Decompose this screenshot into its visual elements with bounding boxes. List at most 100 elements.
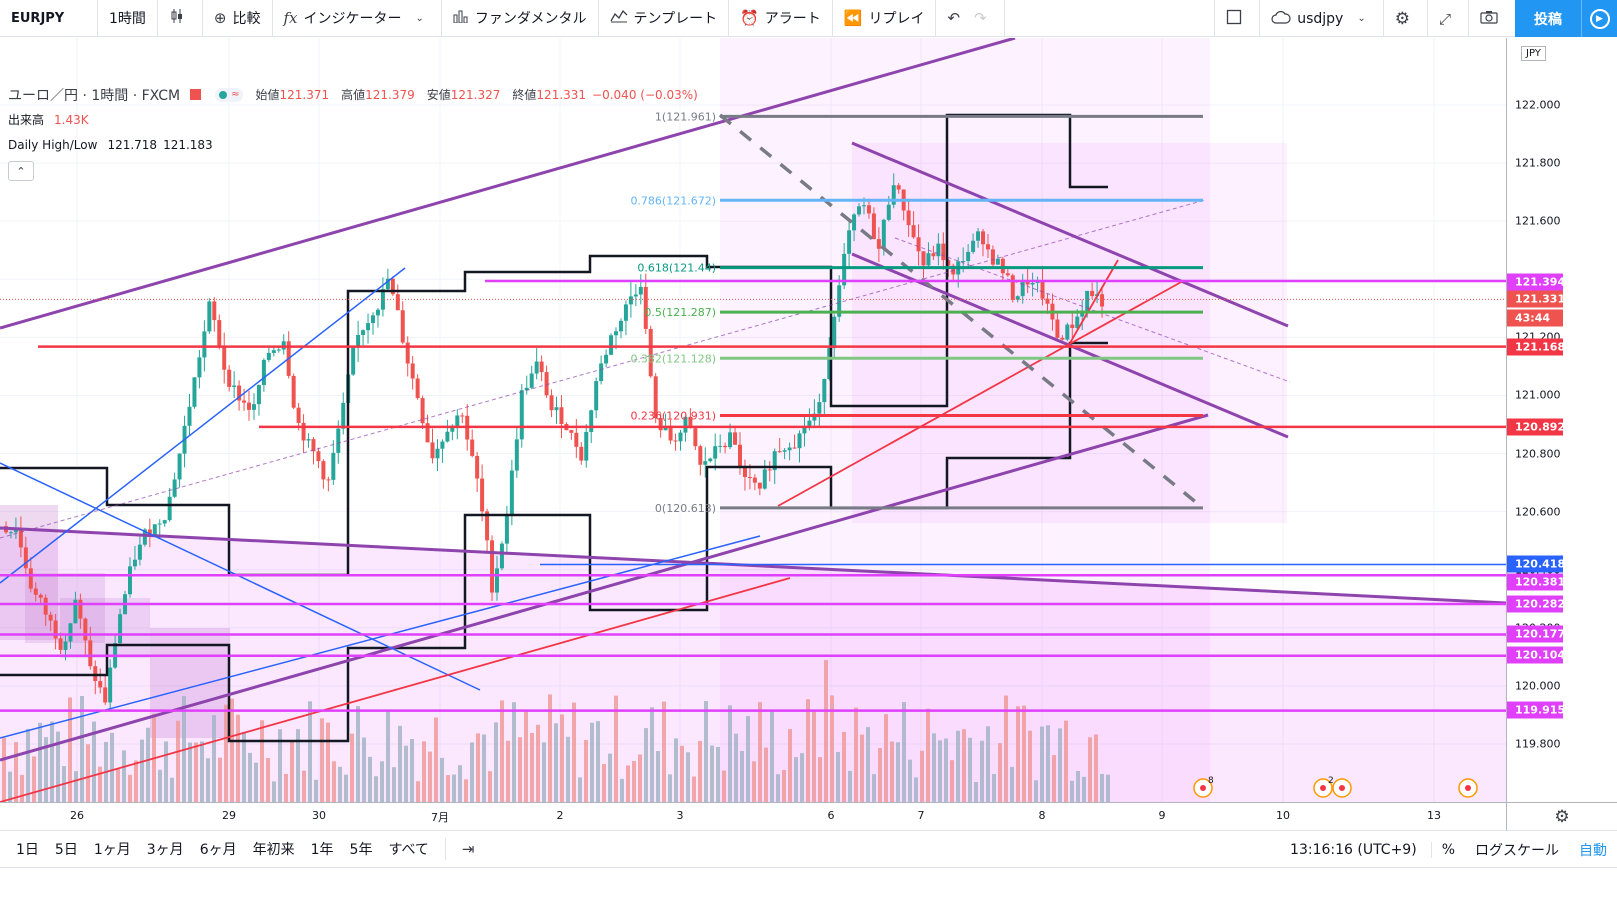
log-scale-toggle[interactable]: ログスケール bbox=[1475, 842, 1559, 859]
volume-bar bbox=[290, 740, 294, 802]
candle-body bbox=[554, 407, 559, 411]
layout-button[interactable]: usdjpy ⌄ bbox=[1259, 0, 1383, 37]
volume-bar bbox=[1100, 773, 1104, 802]
snapshot-button[interactable] bbox=[1468, 0, 1515, 37]
candle-body bbox=[574, 432, 579, 447]
axis-settings-button[interactable]: ⚙ bbox=[1506, 802, 1617, 830]
legend-collapse-button[interactable]: ⌃ bbox=[8, 161, 34, 181]
percent-toggle[interactable]: % bbox=[1441, 841, 1455, 858]
candle-body bbox=[276, 349, 281, 351]
publish-button[interactable]: 投稿 bbox=[1515, 0, 1581, 37]
redo-button[interactable]: ↷ bbox=[970, 0, 1005, 37]
templates-label: テンプレート bbox=[633, 11, 718, 27]
fundamentals-button[interactable]: ファンダメンタル bbox=[442, 0, 599, 37]
range-button[interactable]: 3ヶ月 bbox=[146, 842, 184, 858]
volume-bar bbox=[122, 750, 126, 802]
candle-body bbox=[1055, 319, 1060, 338]
legend-volume[interactable]: 出来高 1.43K bbox=[8, 107, 698, 132]
market-closed-icon bbox=[190, 89, 202, 100]
candle-body bbox=[534, 361, 539, 374]
time-axis[interactable]: 26 29 30 7月 2 3 6 7 8 9 10 13 bbox=[0, 802, 1506, 830]
settings-button[interactable]: ⚙ bbox=[1382, 0, 1427, 37]
price-axis[interactable]: JPY 122.000121.800121.600121.400121.2001… bbox=[1506, 38, 1617, 802]
candle-body bbox=[197, 357, 202, 378]
candle-body bbox=[723, 445, 728, 448]
range-button[interactable]: 5日 bbox=[54, 842, 78, 858]
candle-body bbox=[192, 377, 197, 407]
candle-body bbox=[1100, 294, 1105, 307]
alarm-icon: ⏰ bbox=[740, 9, 759, 27]
volume-bar bbox=[578, 777, 582, 802]
chart-legend: ユーロ／円 · 1時間 · FXCM ≈ 始値 121.371 高値 121.379… bbox=[8, 82, 698, 181]
fullscreen-button[interactable]: ⤢ bbox=[1426, 0, 1468, 37]
volume-bar bbox=[452, 774, 456, 802]
volume-bar bbox=[770, 709, 774, 802]
candle-body bbox=[356, 334, 361, 348]
volume-bar bbox=[26, 728, 30, 802]
range-button[interactable]: 6ヶ月 bbox=[199, 842, 237, 858]
volume-bar bbox=[818, 757, 822, 802]
compare-button[interactable]: ⊕ 比較 bbox=[203, 0, 273, 37]
candlestick-icon bbox=[169, 8, 185, 28]
range-button[interactable]: 1ヶ月 bbox=[93, 842, 131, 858]
candle-body bbox=[63, 641, 68, 650]
volume-bar bbox=[1070, 780, 1074, 802]
volume-bar bbox=[134, 760, 138, 802]
candle-body bbox=[361, 330, 366, 335]
volume-bar bbox=[392, 767, 396, 802]
volume-bar bbox=[674, 738, 678, 802]
goto-date-button[interactable]: ⇥ bbox=[452, 840, 485, 858]
chevron-down-icon: ⌄ bbox=[415, 12, 424, 24]
volume-bar bbox=[980, 740, 984, 802]
price-tag-label: 120.418 bbox=[1507, 555, 1565, 573]
range-button[interactable]: 1年 bbox=[310, 842, 334, 858]
volume-bar bbox=[416, 781, 420, 802]
indicators-button[interactable]: fx インジケーター ⌄ bbox=[273, 0, 442, 37]
range-button[interactable]: すべて bbox=[388, 842, 429, 858]
candle-body bbox=[326, 479, 331, 481]
volume-bar bbox=[872, 774, 876, 802]
candle-body bbox=[777, 451, 782, 453]
timezone-clock[interactable]: 13:16:16 (UTC+9) bbox=[1280, 841, 1432, 858]
range-button[interactable]: 1日 bbox=[16, 842, 39, 858]
fullscreen-box-button[interactable] bbox=[1214, 0, 1259, 37]
candle-body bbox=[132, 559, 137, 567]
candle-body bbox=[827, 348, 832, 380]
chart-canvas[interactable]: 1(121.961) 0.786(121.672) 0.618(121.44) 0.5… bbox=[0, 38, 1506, 802]
interval-button[interactable]: 1時間 bbox=[98, 0, 158, 37]
alert-button[interactable]: ⏰ アラート bbox=[729, 0, 833, 37]
volume-bar bbox=[734, 733, 738, 802]
time-tick-label: 6 bbox=[827, 809, 835, 822]
candle-body bbox=[202, 331, 207, 358]
series-title[interactable]: ユーロ／円 · 1時間 · FXCM bbox=[8, 87, 181, 104]
symbol-search[interactable]: EURJPY bbox=[0, 0, 98, 37]
candle-body bbox=[410, 363, 415, 379]
price-tick-label: 121.000 bbox=[1515, 388, 1561, 402]
volume-bar bbox=[722, 770, 726, 802]
volume-bar bbox=[494, 722, 498, 802]
candle-body bbox=[480, 478, 485, 512]
publish-menu-button[interactable]: ▶ bbox=[1581, 0, 1617, 37]
candle-body bbox=[738, 444, 742, 468]
candle-body bbox=[157, 523, 162, 525]
candle-body bbox=[1040, 280, 1045, 299]
currency-label[interactable]: JPY bbox=[1521, 46, 1546, 61]
candle-body bbox=[207, 301, 212, 332]
auto-scale-toggle[interactable]: 自動 bbox=[1579, 842, 1607, 859]
candle-body bbox=[296, 407, 301, 423]
chart-type-button[interactable] bbox=[158, 0, 203, 37]
templates-button[interactable]: テンプレート bbox=[599, 0, 730, 37]
undo-button[interactable]: ↶ bbox=[936, 0, 970, 37]
legend-daily-high-low[interactable]: Daily High/Low 121.718 121.183 bbox=[8, 132, 698, 157]
candle-body bbox=[390, 278, 395, 295]
replay-label: リプレイ bbox=[868, 11, 925, 27]
candle-body bbox=[733, 432, 738, 445]
range-button[interactable]: 年初来 bbox=[252, 842, 295, 858]
candle-body bbox=[400, 310, 405, 343]
volume-bar bbox=[782, 769, 786, 802]
candle-body bbox=[594, 381, 599, 411]
replay-button[interactable]: ⏪ リプレイ bbox=[833, 0, 937, 37]
chart-pane[interactable]: 1(121.961) 0.786(121.672) 0.618(121.44) 0.5… bbox=[0, 38, 1506, 802]
range-button[interactable]: 5年 bbox=[349, 842, 373, 858]
data-status-pill[interactable]: ≈ bbox=[215, 87, 244, 102]
